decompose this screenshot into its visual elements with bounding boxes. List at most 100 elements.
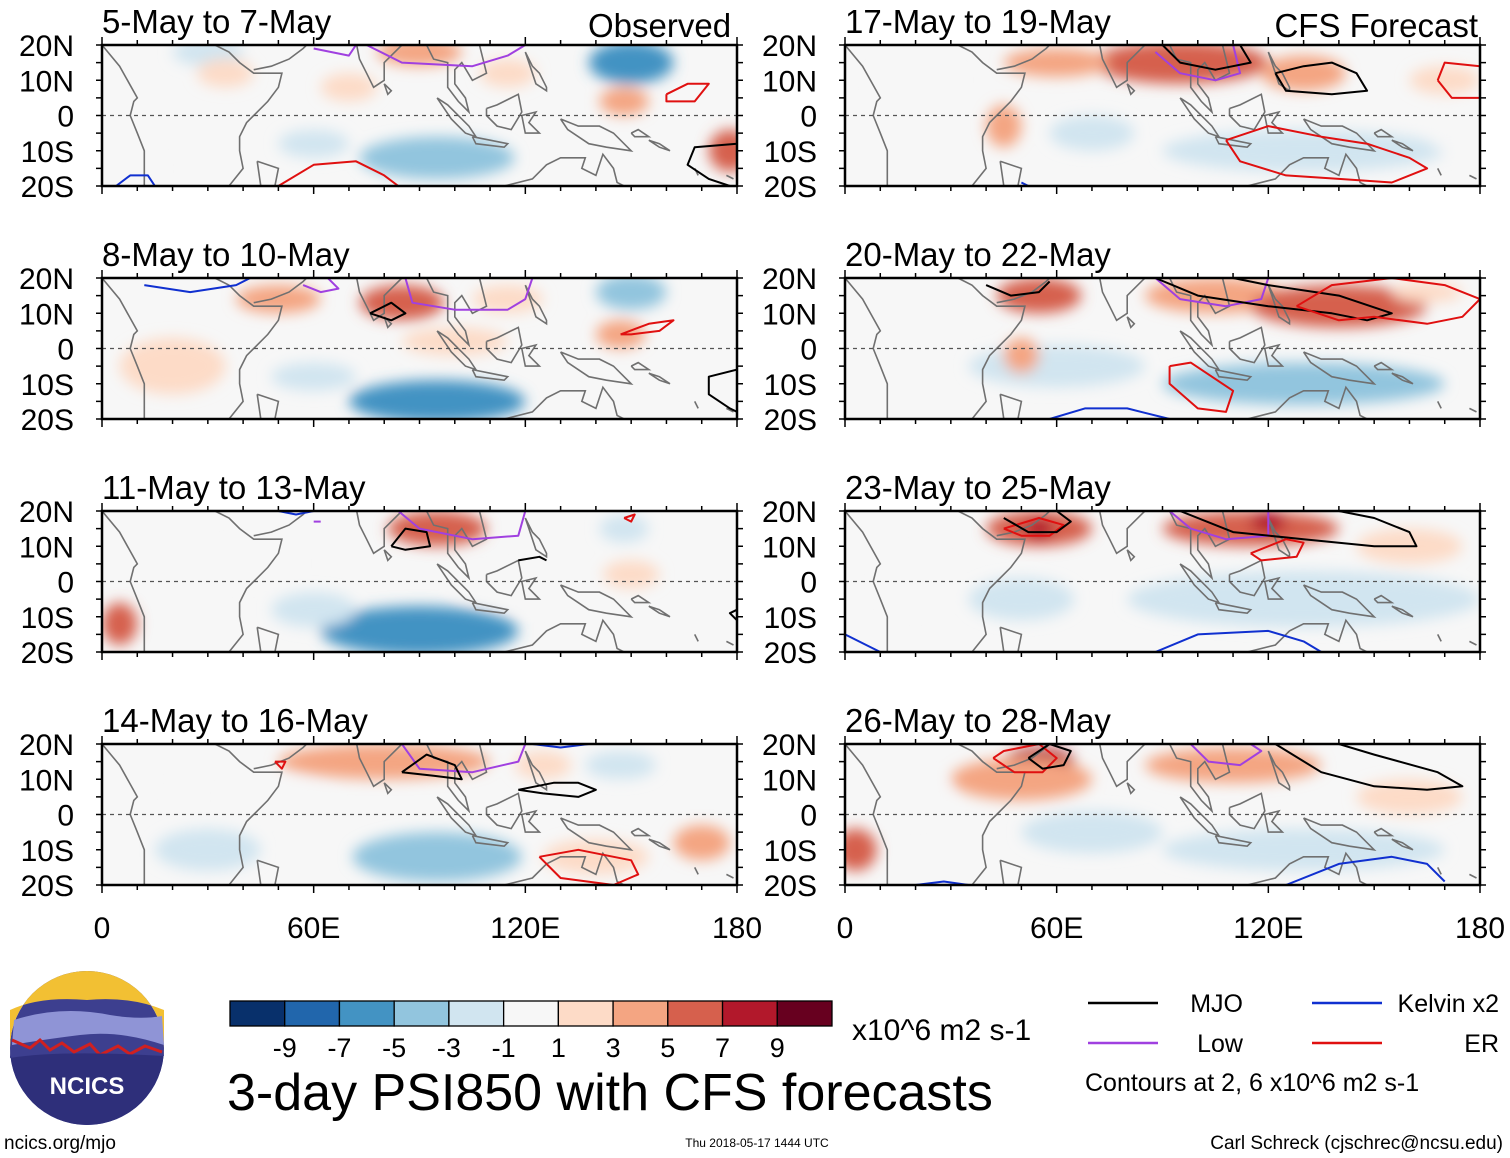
coastline xyxy=(256,859,280,885)
kelvin-contour xyxy=(1155,629,1322,652)
coastline xyxy=(425,45,488,115)
anomaly-blob xyxy=(845,828,877,871)
anomaly-blob xyxy=(880,775,951,819)
coastline xyxy=(521,576,542,600)
y-tick-label: 0 xyxy=(800,567,817,600)
coastline xyxy=(1391,372,1414,385)
er-contour xyxy=(1296,278,1480,325)
anomaly-blob xyxy=(599,87,649,116)
mjo-contour xyxy=(1003,511,1072,534)
coastline xyxy=(1168,744,1231,814)
anomaly-blob xyxy=(359,136,515,179)
coastline xyxy=(1264,343,1285,367)
colorbar-label: -3 xyxy=(437,1033,461,1063)
coastline xyxy=(256,393,280,419)
er-contour xyxy=(1436,61,1480,99)
coastline xyxy=(1373,827,1395,837)
coastline xyxy=(648,372,671,385)
x-tick-label: 120E xyxy=(490,912,560,945)
coastline xyxy=(1247,152,1368,186)
coastline xyxy=(524,284,548,326)
coastline xyxy=(999,626,1023,652)
coastline xyxy=(1228,93,1266,131)
coastline xyxy=(1436,401,1442,409)
colorbar-label: 7 xyxy=(715,1033,730,1063)
mjo-contour xyxy=(1274,61,1369,96)
coastline xyxy=(256,160,280,186)
anomaly-blob xyxy=(1162,828,1445,871)
coastlines xyxy=(102,278,734,419)
coastline xyxy=(693,634,699,642)
mjo-contour xyxy=(985,280,1051,297)
filtered-contours xyxy=(985,278,1480,419)
coastline xyxy=(383,83,393,96)
x-tick-label: 0 xyxy=(94,912,111,945)
colorbar-swatch xyxy=(557,1000,614,1027)
y-tick-label: 20N xyxy=(19,729,74,762)
low-contour xyxy=(404,278,534,311)
coastlines xyxy=(845,744,1477,885)
y-tick-label: 10N xyxy=(762,298,817,331)
colorbar-label: -9 xyxy=(273,1033,297,1063)
coastline xyxy=(648,139,671,152)
coastline xyxy=(630,594,652,604)
anomaly-blob xyxy=(950,758,1092,801)
coastline xyxy=(693,401,699,409)
coastline xyxy=(504,152,625,186)
coastline xyxy=(1302,817,1377,851)
coastline xyxy=(1469,873,1477,879)
colorbar-label: 3 xyxy=(606,1033,621,1063)
kelvin-contour xyxy=(845,633,881,652)
y-tick-label: 10N xyxy=(19,531,74,564)
er-contour xyxy=(277,160,399,186)
coastline xyxy=(1302,584,1377,618)
coastline xyxy=(1126,549,1136,562)
coastline xyxy=(504,618,625,652)
y-tick-label: 0 xyxy=(800,101,817,134)
anomaly-blob xyxy=(968,577,1075,621)
coastline xyxy=(1302,118,1377,152)
axis-ticks xyxy=(839,37,1486,194)
anomaly-blob xyxy=(225,779,332,815)
colorbar-swatch xyxy=(229,1000,286,1027)
panel-title: 5-May to 7-May xyxy=(102,3,332,40)
anomaly-blob xyxy=(862,320,934,377)
mjo-contour xyxy=(707,368,737,413)
anomaly-blob xyxy=(190,546,297,582)
colorbar-swatch xyxy=(448,1000,505,1027)
coastline xyxy=(996,45,1051,71)
footer-author: Carl Schreck (cjschrec@ncsu.edu) xyxy=(1210,1133,1503,1154)
er-contour xyxy=(665,82,710,103)
coastline xyxy=(1214,601,1253,615)
coastline xyxy=(999,160,1023,186)
anomaly-field xyxy=(119,278,667,419)
coastline xyxy=(1469,174,1477,180)
y-tick-label: 10N xyxy=(19,298,74,331)
coastline xyxy=(383,782,393,795)
y-tick-label: 0 xyxy=(800,800,817,833)
coastline xyxy=(334,511,404,555)
coastline xyxy=(1436,634,1442,642)
coastline xyxy=(256,626,280,652)
coastline xyxy=(471,834,510,848)
colorbar-swatch xyxy=(612,1000,669,1027)
x-tick-label: 0 xyxy=(837,912,854,945)
kelvin-contour xyxy=(115,174,156,186)
colorbar-label: -5 xyxy=(382,1033,406,1063)
anomaly-blob xyxy=(602,560,660,589)
coastline xyxy=(1391,838,1414,851)
coastline xyxy=(521,110,542,134)
coastline xyxy=(524,750,548,792)
y-tick-label: 20S xyxy=(764,870,817,903)
coastline xyxy=(102,278,146,419)
anomaly-field xyxy=(102,744,730,882)
low-contour xyxy=(1189,744,1263,767)
panel-title: 8-May to 10-May xyxy=(102,236,350,273)
y-tick-label: 20S xyxy=(21,404,74,437)
legend-label: MJO xyxy=(1190,990,1243,1018)
coastline xyxy=(1373,128,1395,138)
